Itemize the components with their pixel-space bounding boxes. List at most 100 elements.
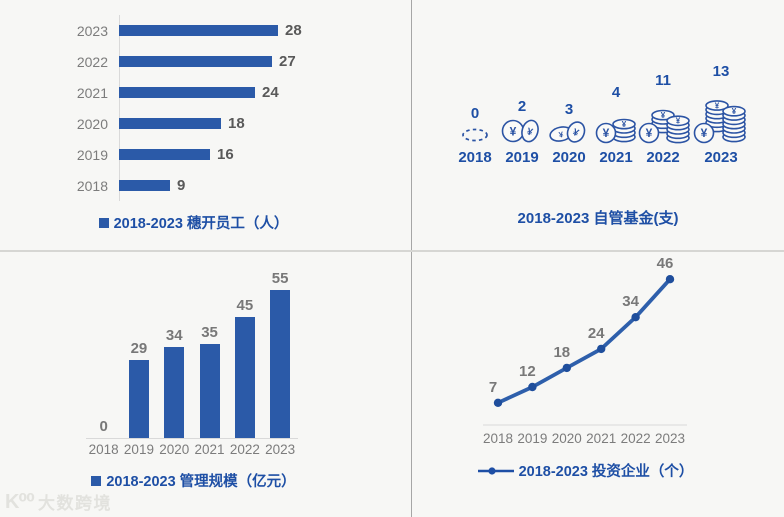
bar-2023: [119, 25, 278, 36]
legend-label: 2018-2023 穗开员工（人）: [113, 216, 289, 232]
bar-row-2018: 2018 9: [62, 170, 382, 201]
chart-portfolio-plot: 7 2018 12 2019 18 2020 24 2021 34 2022 46 2023: [483, 255, 687, 446]
value-label: 24: [588, 325, 605, 342]
bar-row-2021: 2021 24: [62, 77, 382, 108]
data-point: [597, 344, 606, 354]
bar-col-2018: 0: [86, 418, 121, 438]
value-label: 34: [622, 293, 639, 310]
fund-col-2020: 3 ¥ ¥ 2020: [546, 101, 593, 166]
value-label: 27: [279, 53, 296, 70]
value-label: 0: [99, 418, 108, 435]
legend-line-marker-icon: [477, 466, 514, 475]
coin-stack-large-icon: ¥ ¥ ¥: [693, 100, 746, 144]
data-point: [631, 313, 640, 322]
fund-col-2021: 4 ¥ ¥ 2021: [593, 84, 640, 166]
bar-2023: [270, 290, 291, 438]
value-label: 3: [564, 101, 574, 118]
coin-pair-tilted-icon: ¥ ¥: [549, 121, 586, 143]
bar-2022: [119, 56, 272, 67]
legend-label: 2018-2023 投资企业（个）: [518, 464, 694, 480]
bar-row-2022: 2022 27: [62, 46, 382, 77]
year-label: 2020: [76, 115, 108, 132]
value-label: 34: [165, 327, 183, 344]
svg-text:¥: ¥: [510, 124, 517, 138]
bar-col-2020: 34: [157, 327, 192, 438]
year-label: 2021: [586, 431, 616, 446]
bar-row-2020: 2020 18: [62, 108, 382, 139]
value-label: 16: [217, 146, 234, 163]
year-label: 2020: [159, 442, 190, 457]
value-label: 0: [470, 105, 480, 122]
chart-portfolio-legend: 2018-2023 投资企业（个）: [399, 460, 771, 481]
legend-square-icon: [98, 217, 109, 228]
year-label: 2018: [483, 431, 513, 446]
bar-row-2023: 2023 28: [62, 15, 382, 46]
year-label: 2021: [194, 442, 225, 457]
value-label: 11: [655, 72, 671, 89]
year-label: 2018: [458, 149, 492, 166]
value-label: 24: [262, 84, 279, 101]
value-label: 13: [712, 63, 730, 80]
value-label: 45: [236, 297, 254, 314]
legend-square-icon: [91, 475, 102, 486]
bar-2018: [119, 180, 170, 191]
line-series: [496, 277, 672, 405]
year-label: 2020: [552, 149, 586, 166]
bar-row-2019: 2019 16: [62, 139, 382, 170]
value-label: 18: [228, 115, 245, 132]
data-point: [665, 275, 675, 284]
coin-pair-icon: ¥ ¥: [501, 119, 539, 143]
watermark: K⁰⁰ 大数跨境: [5, 489, 112, 514]
chart-funds-plot: 0 2018 2 ¥ ¥ 2019 3 ¥ ¥ 2020 4 ¥ ¥ 2021 1…: [412, 58, 784, 166]
coin-stack-small-icon: ¥¥: [595, 118, 636, 144]
chart-aum-axis-years: 2018 2019 2020 2021 2022 2023: [86, 442, 298, 457]
bar-col-2022: 45: [227, 297, 262, 438]
year-label: 2023: [704, 149, 738, 166]
svg-text:¥: ¥: [715, 101, 720, 110]
svg-text:¥: ¥: [603, 126, 610, 140]
coin-stack-medium-icon: ¥ ¥ ¥: [638, 109, 690, 144]
year-label: 2020: [552, 431, 582, 446]
legend-label: 2018-2023 管理规模（亿元）: [106, 474, 296, 490]
svg-text:¥: ¥: [622, 120, 627, 129]
bar-2020: [164, 347, 185, 438]
data-point: [562, 363, 571, 373]
fund-col-2023: 13 ¥ ¥ ¥ 2023: [693, 63, 746, 166]
chart-staff-legend: 2018-2023 穗开员工（人）: [0, 212, 399, 233]
svg-text:¥: ¥: [701, 126, 708, 140]
value-label: 12: [519, 363, 536, 380]
k100-logo-icon: K⁰⁰: [5, 491, 35, 513]
year-label: 2023: [655, 431, 685, 446]
bar-2019: [119, 149, 210, 160]
year-label: 2021: [76, 84, 108, 101]
svg-text:¥: ¥: [558, 130, 565, 140]
bar-2021: [119, 87, 255, 98]
chart-staff-plot: 2023 28 2022 27 2021 24 2020 18 2019 16 …: [62, 15, 382, 201]
bar-col-2021: 35: [192, 324, 227, 438]
value-label: 28: [285, 22, 302, 39]
horizontal-divider: [0, 250, 784, 252]
value-label: 9: [177, 177, 186, 194]
svg-text:¥: ¥: [571, 127, 581, 139]
value-label: 7: [489, 379, 497, 396]
fund-col-2022: 11 ¥ ¥ ¥ 2022: [638, 72, 690, 166]
value-label: 2: [517, 98, 527, 115]
bar-2021: [199, 344, 220, 438]
year-label: 2022: [621, 431, 651, 446]
year-label: 2021: [599, 149, 633, 166]
bar-col-2019: 29: [121, 340, 156, 438]
data-point: [493, 398, 503, 407]
value-label: 4: [611, 84, 621, 101]
year-label: 2022: [76, 53, 108, 70]
svg-text:¥: ¥: [732, 107, 737, 116]
value-label: 18: [553, 344, 570, 361]
bar-col-2023: 55: [262, 270, 297, 438]
value-label: 55: [271, 270, 289, 287]
svg-text:¥: ¥: [676, 117, 681, 126]
year-label: 2023: [265, 442, 296, 457]
value-label: 35: [201, 324, 218, 341]
year-label: 2019: [505, 149, 539, 166]
year-label: 2019: [517, 431, 547, 446]
fund-col-2019: 2 ¥ ¥ 2019: [499, 98, 546, 166]
year-label: 2019: [123, 442, 154, 457]
